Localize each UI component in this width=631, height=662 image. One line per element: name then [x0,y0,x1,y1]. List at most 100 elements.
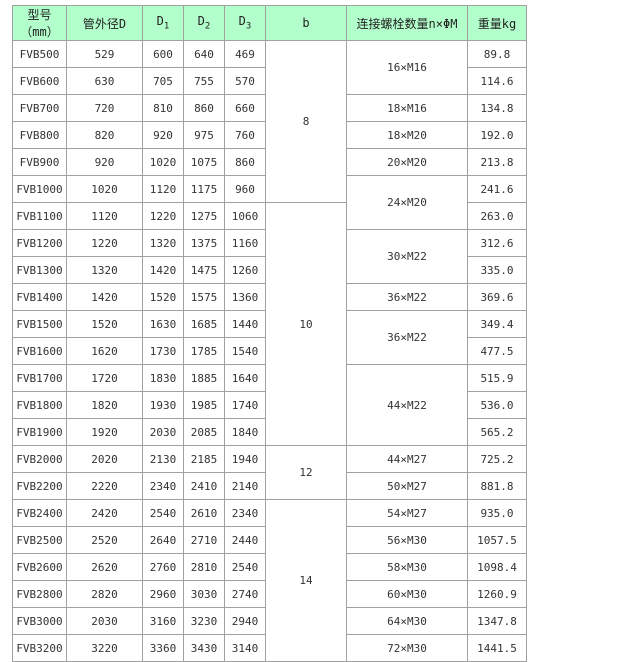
cell-d1: 1930 [142,391,184,419]
cell-d3: 660 [224,94,266,122]
cell-d2: 1785 [183,337,225,365]
cell-outer-diameter: 1520 [66,310,143,338]
cell-bolts: 56×M30 [346,526,468,554]
table-row: FVB1500 1520 1630 1685 1440 36×M22 349.4 [12,310,527,365]
cell-b: 12 [265,445,347,500]
cell-model: FVB700 [12,94,67,122]
cell-model: FVB3200 [12,634,67,662]
table-row: FVB1100 1120 1220 1275 1060 10 263.0 [12,202,527,446]
cell-d2: 2610 [183,499,225,527]
cell-d1: 1020 [142,148,184,176]
header-b: b [265,5,347,41]
cell-bolts: 60×M30 [346,580,468,608]
cell-b: 10 [265,202,347,446]
cell-model: FVB1500 [12,310,67,338]
cell-d3: 960 [224,175,266,203]
cell-d1: 705 [142,67,184,95]
cell-outer-diameter: 1920 [66,418,143,446]
cell-d3: 1640 [224,364,266,392]
cell-outer-diameter: 1220 [66,229,143,257]
cell-model: FVB1100 [12,202,67,230]
cell-d3: 3140 [224,634,266,662]
cell-bolts: 64×M30 [346,607,468,635]
cell-d3: 1740 [224,391,266,419]
header-model: 型号（mm） [12,5,67,41]
table-body: FVB500 529 600 640 469 8 16×M16 89.8 FVB600 630 70… [12,40,527,662]
table-row: FVB2400 2420 2540 2610 2340 14 54×M27 935.0 [12,499,527,662]
cell-outer-diameter: 1020 [66,175,143,203]
table-row: FVB2200 2220 2340 2410 2140 50×M27 881.8 [12,472,527,500]
cell-d2: 975 [183,121,225,149]
table-row: FVB2800 2820 2960 3030 2740 60×M30 1260.9 [12,580,527,608]
cell-d2: 1575 [183,283,225,311]
table-row: FVB500 529 600 640 469 8 16×M16 89.8 [12,40,527,203]
cell-bolts: 58×M30 [346,553,468,581]
cell-weight: 89.8 [467,40,527,68]
cell-weight: 192.0 [467,121,527,149]
cell-model: FVB2200 [12,472,67,500]
cell-d3: 1840 [224,418,266,446]
cell-d3: 2940 [224,607,266,635]
cell-d3: 570 [224,67,266,95]
cell-model: FVB1600 [12,337,67,365]
cell-model: FVB1900 [12,418,67,446]
cell-weight: 725.2 [467,445,527,473]
table-row: FVB1200 1220 1320 1375 1160 30×M22 312.6 [12,229,527,284]
cell-weight: 312.6 [467,229,527,257]
cell-weight: 114.6 [467,67,527,95]
cell-model: FVB1800 [12,391,67,419]
cell-outer-diameter: 2520 [66,526,143,554]
cell-d3: 760 [224,121,266,149]
cell-outer-diameter: 2220 [66,472,143,500]
cell-outer-diameter: 720 [66,94,143,122]
cell-d2: 2710 [183,526,225,554]
cell-weight: 369.6 [467,283,527,311]
cell-d1: 600 [142,40,184,68]
cell-model: FVB2600 [12,553,67,581]
cell-outer-diameter: 1820 [66,391,143,419]
cell-d1: 1420 [142,256,184,284]
cell-bolts: 16×M16 [346,40,468,95]
table-row: FVB1000 1020 1120 1175 960 24×M20 241.6 [12,175,527,230]
cell-weight: 536.0 [467,391,527,419]
cell-d1: 2960 [142,580,184,608]
table-row: FVB2000 2020 2130 2185 1940 12 44×M27 725.2 [12,445,527,500]
table-row: FVB3000 2030 3160 3230 2940 64×M30 1347.8 [12,607,527,635]
header-bolts: 连接螺栓数量n×ΦM [346,5,468,41]
table-row: FVB900 920 1020 1075 860 20×M20 213.8 [12,148,527,176]
cell-model: FVB1300 [12,256,67,284]
cell-d3: 2140 [224,472,266,500]
cell-weight: 335.0 [467,256,527,284]
header-d1: D1 [142,5,184,41]
cell-d1: 3160 [142,607,184,635]
cell-d1: 1120 [142,175,184,203]
cell-d2: 1985 [183,391,225,419]
cell-d2: 2810 [183,553,225,581]
table-row: FVB2600 2620 2760 2810 2540 58×M30 1098.4 [12,553,527,581]
cell-weight: 241.6 [467,175,527,203]
cell-bolts: 72×M30 [346,634,468,662]
cell-d1: 1830 [142,364,184,392]
cell-model: FVB2500 [12,526,67,554]
cell-model: FVB1000 [12,175,67,203]
header-row: 型号（mm） 管外径D D1 D2 D3 b 连接螺栓数量n×ΦM 重量kg [12,5,527,41]
cell-d2: 1885 [183,364,225,392]
cell-d3: 860 [224,148,266,176]
cell-weight: 1260.9 [467,580,527,608]
cell-d3: 1940 [224,445,266,473]
cell-d2: 1275 [183,202,225,230]
cell-bolts: 44×M27 [346,445,468,473]
cell-model: FVB3000 [12,607,67,635]
cell-model: FVB900 [12,148,67,176]
cell-outer-diameter: 1720 [66,364,143,392]
cell-d2: 2185 [183,445,225,473]
cell-d1: 2540 [142,499,184,527]
cell-d3: 1060 [224,202,266,230]
table-row: FVB1800 1820 1930 1985 1740 536.0 [12,391,527,419]
cell-bolts: 36×M22 [346,310,468,365]
cell-bolts: 20×M20 [346,148,468,176]
cell-d3: 469 [224,40,266,68]
cell-d2: 3230 [183,607,225,635]
cell-outer-diameter: 1620 [66,337,143,365]
cell-model: FVB1200 [12,229,67,257]
